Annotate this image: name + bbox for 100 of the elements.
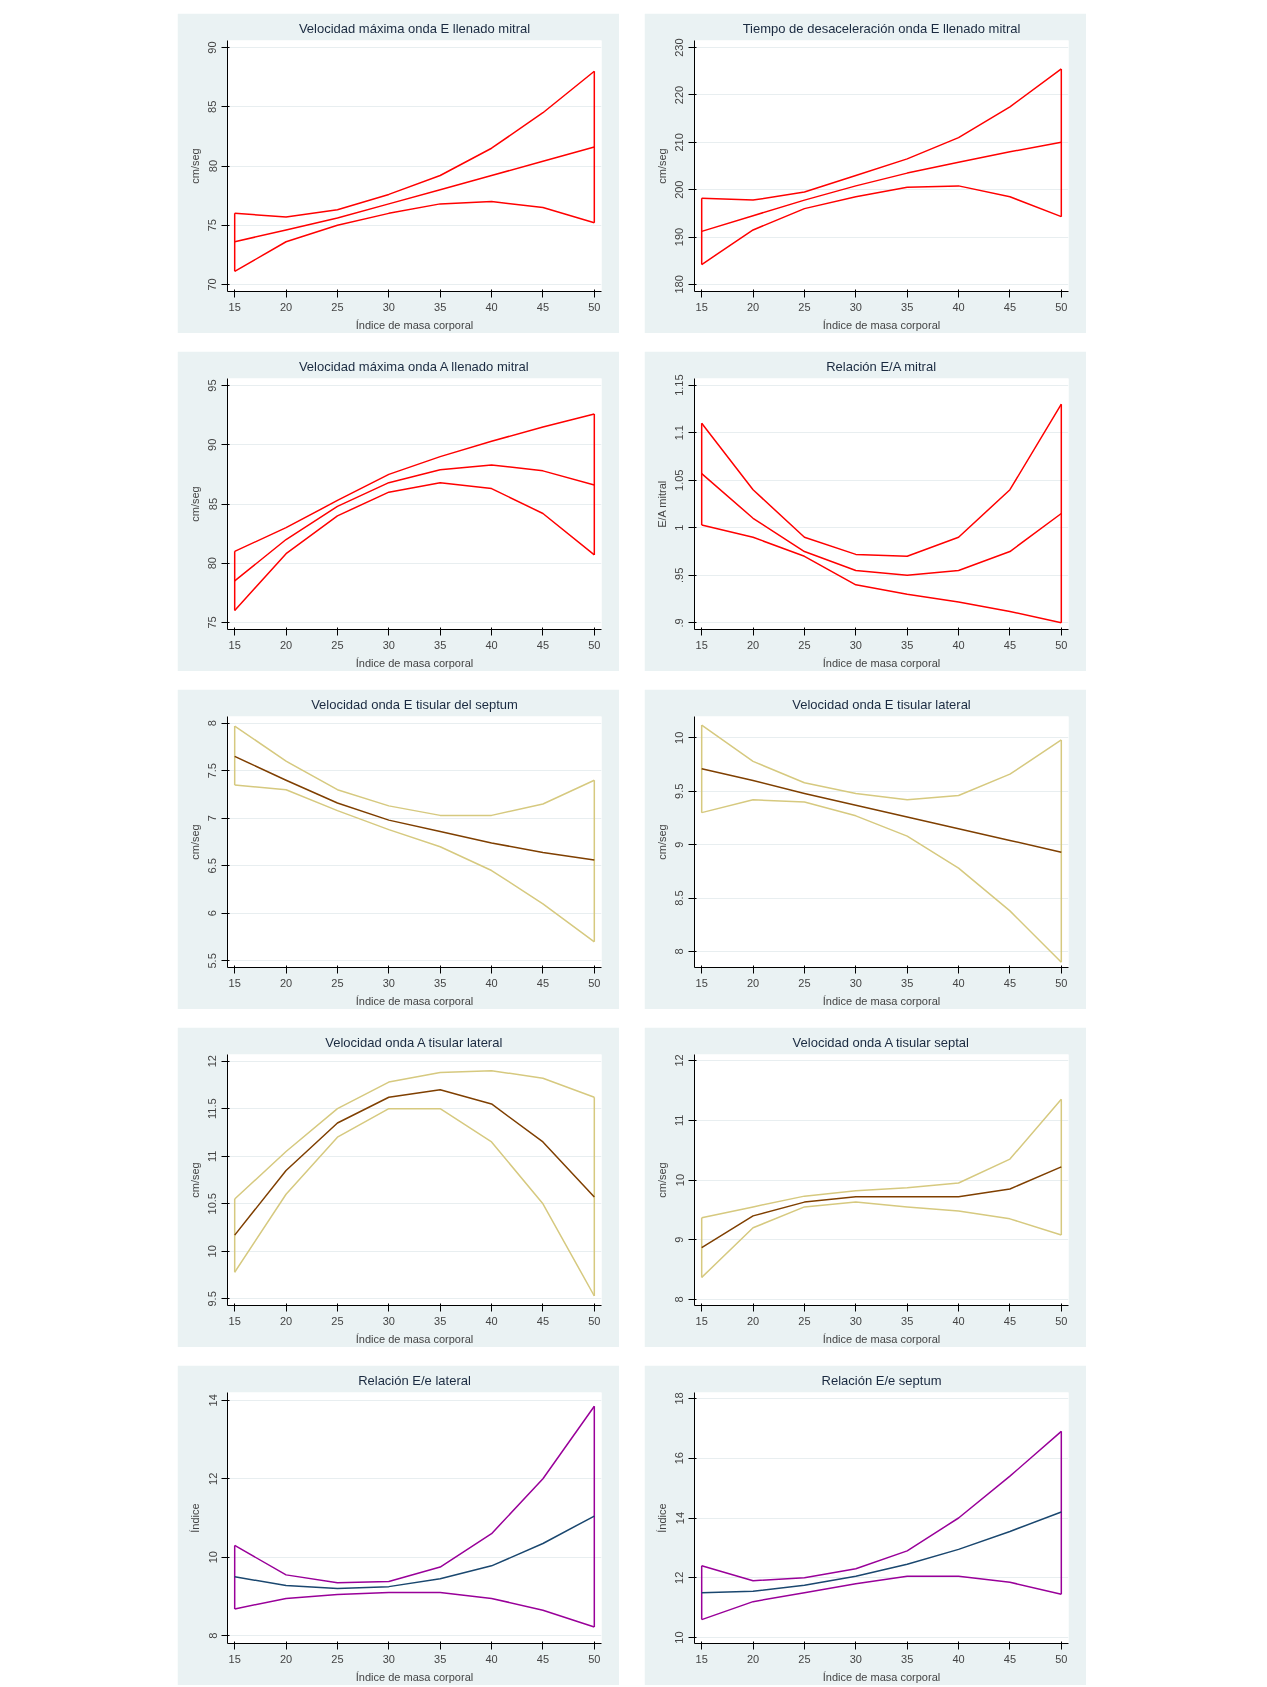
x-tick-label: 40 xyxy=(952,300,965,313)
x-tick-label: 45 xyxy=(536,976,550,989)
y-tick-label: 230 xyxy=(673,38,686,57)
x-tick-label: 35 xyxy=(901,976,914,989)
y-axis-title: cm/seg xyxy=(188,1162,201,1198)
x-tick-label: 20 xyxy=(279,300,293,313)
y-tick-label: 9.5 xyxy=(206,1291,219,1307)
x-tick-label: 50 xyxy=(1055,638,1068,651)
y-tick-label: 11.5 xyxy=(206,1098,219,1119)
y-tick-label: 11 xyxy=(206,1150,219,1162)
chart-title: Velocidad onda E tisular lateral xyxy=(792,696,971,712)
x-tick-label: 45 xyxy=(536,1314,550,1327)
x-axis-title: Índice de masa corporal xyxy=(822,1670,941,1683)
x-tick-label: 15 xyxy=(695,1652,708,1665)
x-tick-label: 40 xyxy=(485,1652,498,1665)
x-tick-label: 35 xyxy=(434,1314,447,1327)
x-axis-title: Índice de masa corporal xyxy=(355,1332,474,1345)
x-tick-label: 25 xyxy=(331,300,344,313)
y-tick-label: 10 xyxy=(206,1245,219,1258)
y-tick-label: 1.05 xyxy=(673,469,686,491)
chart-title: Velocidad máxima onda A llenado mitral xyxy=(298,358,529,374)
y-axis-title: Índice xyxy=(655,1503,668,1533)
x-tick-label: 35 xyxy=(901,638,914,651)
y-tick-label: 6 xyxy=(206,910,219,917)
x-tick-label: 50 xyxy=(588,638,601,651)
x-axis-title: Índice de masa corporal xyxy=(822,318,941,331)
x-tick-label: 45 xyxy=(536,638,550,651)
line-series xyxy=(700,768,1063,853)
y-tick-label: 10 xyxy=(673,1173,686,1187)
x-tick-label: 25 xyxy=(798,638,811,651)
y-tick-label: 8 xyxy=(206,1632,219,1639)
y-tick-label: 7 xyxy=(206,815,219,822)
y-axis-title: Índice xyxy=(188,1503,201,1533)
x-tick-label: 15 xyxy=(695,638,708,651)
y-tick-label: 12 xyxy=(206,1472,219,1485)
chart-title: Velocidad onda E tisular del septum xyxy=(311,696,518,712)
y-tick-label: 9.5 xyxy=(673,783,686,799)
chart-title: Velocidad onda A tisular septal xyxy=(792,1034,970,1050)
x-tick-label: 20 xyxy=(279,1314,293,1327)
y-tick-label: 10 xyxy=(673,731,686,744)
x-tick-label: 30 xyxy=(849,976,862,989)
y-tick-label: 12 xyxy=(673,1054,686,1067)
y-tick-label: 75 xyxy=(206,616,219,629)
x-tick-label: 25 xyxy=(798,1652,811,1665)
y-tick-label: 8 xyxy=(673,948,686,955)
x-tick-label: 35 xyxy=(901,300,914,313)
y-tick-label: 8.5 xyxy=(673,890,686,906)
x-tick-label: 40 xyxy=(952,638,965,651)
chart-title: Relación E/e lateral xyxy=(358,1372,471,1388)
x-tick-label: 50 xyxy=(588,1652,601,1665)
x-tick-label: 25 xyxy=(798,300,811,313)
x-tick-label: 45 xyxy=(1003,638,1017,651)
y-tick-label: 200 xyxy=(673,180,686,199)
x-tick-label: 45 xyxy=(1003,1652,1017,1665)
y-tick-label: 90 xyxy=(206,438,219,451)
y-tick-label: 7.5 xyxy=(206,763,219,779)
x-tick-label: 30 xyxy=(382,300,395,313)
y-tick-label: 6.5 xyxy=(206,858,219,874)
chart-title: Velocidad máxima onda E llenado mitral xyxy=(298,20,531,36)
x-tick-label: 35 xyxy=(434,1652,447,1665)
x-tick-label: 45 xyxy=(1003,976,1017,989)
x-axis-title: Índice de masa corporal xyxy=(822,656,941,669)
x-tick-label: 40 xyxy=(952,1652,965,1665)
x-axis-title: Índice de masa corporal xyxy=(822,1332,941,1345)
y-tick-label: 12 xyxy=(673,1571,686,1584)
x-tick-label: 15 xyxy=(228,1314,241,1327)
x-tick-label: 20 xyxy=(746,976,760,989)
y-tick-label: 12 xyxy=(206,1055,219,1068)
line-series xyxy=(700,1166,1063,1249)
x-tick-label: 30 xyxy=(849,1652,862,1665)
x-tick-label: 50 xyxy=(1055,1652,1068,1665)
y-tick-label: 85 xyxy=(206,100,219,113)
x-tick-label: 40 xyxy=(952,1314,965,1327)
chart-title: Velocidad onda A tisular lateral xyxy=(325,1034,503,1050)
chart-title: Relación E/A mitral xyxy=(826,358,937,374)
line-series xyxy=(700,1511,1063,1594)
y-tick-label: 180 xyxy=(673,275,686,294)
y-tick-label: 10 xyxy=(673,1631,686,1644)
x-tick-label: 25 xyxy=(798,976,811,989)
y-axis-title: cm/seg xyxy=(655,1162,668,1198)
x-tick-label: 25 xyxy=(798,1314,811,1327)
y-tick-label: 10 xyxy=(206,1551,219,1564)
y-tick-label: 210 xyxy=(673,133,686,152)
y-tick-label: 14 xyxy=(673,1511,686,1525)
y-tick-label: 90 xyxy=(206,41,219,54)
x-tick-label: 15 xyxy=(228,638,241,651)
x-tick-label: 30 xyxy=(382,1314,395,1327)
x-tick-label: 50 xyxy=(1055,976,1068,989)
x-tick-label: 35 xyxy=(901,1652,914,1665)
x-tick-label: 40 xyxy=(485,300,498,313)
y-tick-label: 5.5 xyxy=(206,953,219,969)
x-tick-label: 20 xyxy=(279,1652,293,1665)
x-tick-label: 30 xyxy=(382,638,395,651)
x-axis-title: Índice de masa corporal xyxy=(355,318,474,331)
y-tick-label: 80 xyxy=(206,557,219,570)
x-tick-label: 25 xyxy=(331,976,344,989)
x-tick-label: 50 xyxy=(588,300,601,313)
y-tick-label: 80 xyxy=(206,159,219,173)
y-tick-label: 1.1 xyxy=(673,425,686,441)
x-tick-label: 45 xyxy=(1003,1314,1017,1327)
